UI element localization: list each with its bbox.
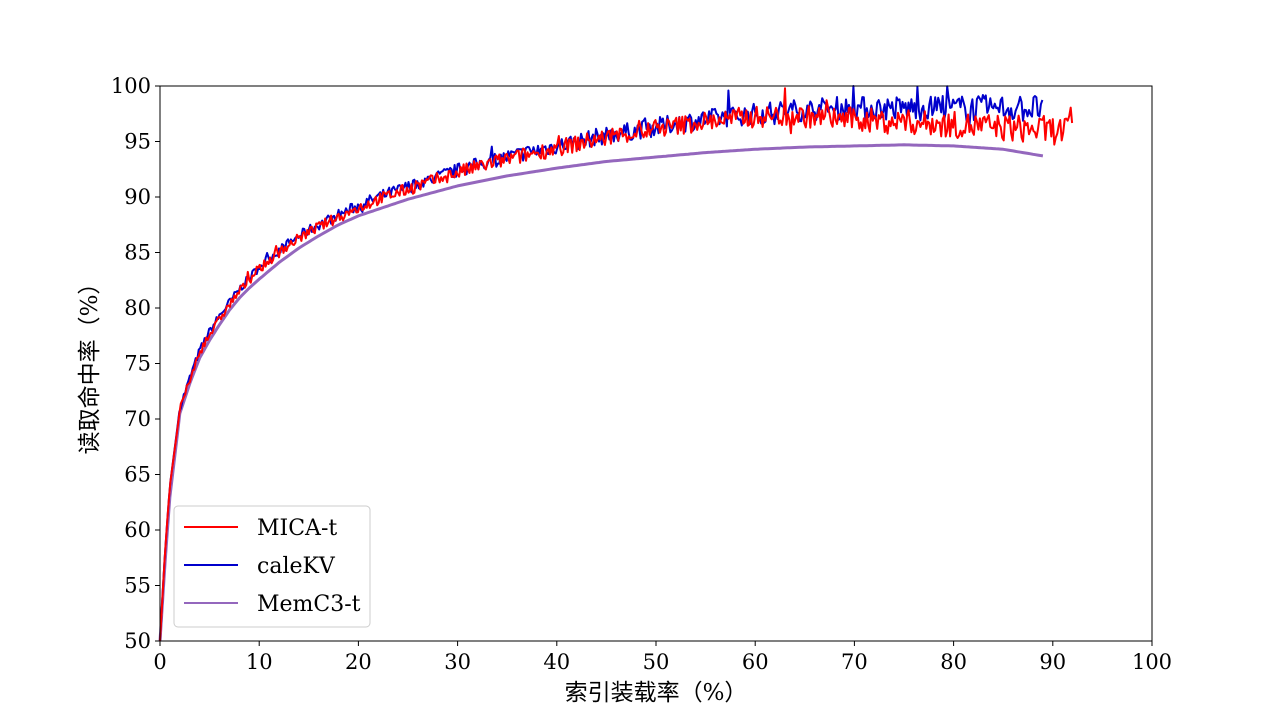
x-tick-label: 50 [643, 650, 670, 674]
x-tick-label: 40 [543, 650, 570, 674]
x-tick-label: 10 [246, 650, 273, 674]
y-axis-title: 读取命中率（%） [77, 272, 103, 455]
plot-lines [158, 85, 1074, 642]
y-tick-label: 100 [111, 74, 151, 98]
x-tick-label: 90 [1039, 650, 1066, 674]
y-tick-label: 55 [124, 574, 151, 598]
legend: MICA-t caleKV MemC3-t [173, 505, 371, 628]
y-tick-label: 95 [124, 130, 151, 154]
x-axis-title: 索引装载率（%） [565, 680, 748, 706]
series-line-memc3-t [158, 143, 1044, 642]
y-tick-label: 65 [124, 463, 151, 487]
x-tick-label: 100 [1132, 650, 1172, 674]
y-tick-label: 50 [124, 629, 151, 653]
y-tick-label: 60 [124, 518, 151, 542]
y-tick-label: 80 [124, 296, 151, 320]
y-axis-ticks: 50 55 60 65 70 75 80 85 90 95 100 [111, 74, 160, 653]
x-tick-label: 80 [940, 650, 967, 674]
y-tick-label: 85 [124, 241, 151, 265]
x-tick-label: 20 [345, 650, 372, 674]
legend-label: caleKV [257, 554, 336, 579]
x-tick-label: 60 [742, 650, 769, 674]
legend-label: MemC3-t [257, 592, 361, 617]
x-tick-label: 70 [841, 650, 868, 674]
x-tick-label: 30 [444, 650, 471, 674]
x-axis-ticks: 0 10 20 30 40 50 60 70 80 90 100 [153, 641, 1172, 674]
y-tick-label: 75 [124, 352, 151, 376]
legend-label: MICA-t [257, 516, 337, 541]
y-tick-label: 90 [124, 185, 151, 209]
series-line-mica-t [159, 87, 1074, 642]
y-tick-label: 70 [124, 407, 151, 431]
x-tick-label: 0 [153, 650, 166, 674]
legend-box [173, 505, 371, 628]
